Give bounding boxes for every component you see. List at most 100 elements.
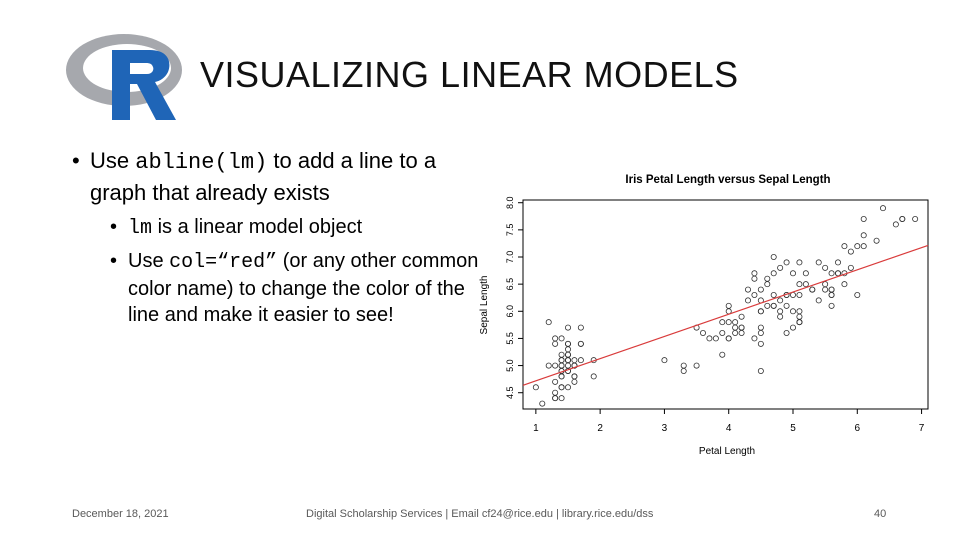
x-axis-label: Petal Length <box>699 446 755 457</box>
r-logo <box>66 34 182 120</box>
data-point <box>719 351 726 358</box>
data-point <box>577 357 584 364</box>
data-point <box>532 384 539 391</box>
data-point <box>751 291 758 298</box>
data-point <box>558 384 565 391</box>
data-point <box>552 378 559 385</box>
data-point <box>777 264 784 271</box>
data-point <box>796 291 803 298</box>
data-point <box>732 324 739 331</box>
bullet-dot: • <box>110 216 118 238</box>
data-point <box>571 357 578 364</box>
data-point <box>725 335 732 342</box>
x-tick-label: 2 <box>597 423 603 434</box>
logo-r-letter <box>112 50 176 120</box>
data-point <box>558 357 565 364</box>
data-point <box>828 270 835 277</box>
data-point <box>764 302 771 309</box>
data-point <box>783 329 790 336</box>
data-point <box>558 362 565 369</box>
bullet-text: Use <box>128 250 170 272</box>
data-point <box>834 270 841 277</box>
scatter-chart: Iris Petal Length versus Sepal Length 1 2… <box>479 174 929 457</box>
footer-organization: Digital Scholarship Services | Email cf2… <box>306 508 654 520</box>
data-point <box>847 248 854 255</box>
data-point <box>815 259 822 266</box>
data-point <box>565 346 572 353</box>
data-point <box>777 297 784 304</box>
bullet-col-red: • Use col=“red” (or any other common col… <box>72 248 482 328</box>
data-point <box>565 351 572 358</box>
data-point <box>558 373 565 380</box>
data-point <box>770 291 777 298</box>
data-point <box>777 308 784 315</box>
data-point <box>841 243 848 250</box>
data-point <box>757 367 764 374</box>
x-tick-label: 3 <box>662 423 668 434</box>
bullet-code: col=“red” <box>169 251 278 274</box>
x-tick-label: 4 <box>726 423 732 434</box>
data-point <box>822 286 829 293</box>
bullet-code: lm <box>128 217 153 240</box>
data-point <box>661 357 668 364</box>
bullet-lm-object: • lm is a linear model object <box>72 214 482 242</box>
data-point <box>802 270 809 277</box>
data-point <box>757 324 764 331</box>
data-point <box>764 275 771 282</box>
bullet-abline: • Use abline(lm) to add a line to a grap… <box>72 146 482 208</box>
data-point <box>796 308 803 315</box>
x-tick-label: 1 <box>533 423 539 434</box>
data-point <box>571 378 578 385</box>
data-point <box>777 313 784 320</box>
data-point <box>565 384 572 391</box>
data-point <box>860 243 867 250</box>
footer-date: December 18, 2021 <box>72 508 169 520</box>
data-point <box>552 389 559 396</box>
data-point <box>789 270 796 277</box>
data-point <box>912 216 919 223</box>
data-point <box>892 221 899 228</box>
data-point <box>552 395 559 402</box>
data-point <box>545 319 552 326</box>
data-point <box>783 302 790 309</box>
bullet-text: to add a line to a graph that already ex… <box>90 148 437 205</box>
data-point <box>751 335 758 342</box>
data-point <box>732 329 739 336</box>
y-tick-label: 8.0 <box>505 196 515 209</box>
data-point <box>565 324 572 331</box>
data-point <box>828 286 835 293</box>
data-point <box>539 400 546 407</box>
y-axis: 4.5 5.0 5.5 6.0 6.5 7.0 7.5 8.0 <box>505 196 523 399</box>
data-point <box>738 329 745 336</box>
data-point <box>847 264 854 271</box>
bullet-text: Use <box>90 148 136 173</box>
data-point <box>828 291 835 298</box>
bullet-dot: • <box>110 250 118 272</box>
data-point <box>552 340 559 347</box>
data-point <box>558 351 565 358</box>
data-point <box>565 362 572 369</box>
data-point <box>577 340 584 347</box>
x-tick-label: 5 <box>790 423 796 434</box>
data-point <box>899 216 906 223</box>
x-tick-label: 6 <box>855 423 861 434</box>
data-point <box>796 319 803 326</box>
data-point <box>841 281 848 288</box>
data-point <box>796 259 803 266</box>
data-point <box>552 362 559 369</box>
data-point <box>757 308 764 315</box>
y-tick-label: 7.5 <box>505 224 515 237</box>
data-point <box>789 308 796 315</box>
data-point <box>860 216 867 223</box>
data-point <box>706 335 713 342</box>
data-point <box>719 319 726 326</box>
data-point <box>802 281 809 288</box>
data-point <box>545 362 552 369</box>
y-axis-label: Sepal Length <box>479 276 490 335</box>
data-point <box>796 281 803 288</box>
data-point <box>789 324 796 331</box>
y-tick-label: 6.0 <box>505 305 515 318</box>
bullet-list: • Use abline(lm) to add a line to a grap… <box>72 146 482 328</box>
data-point <box>744 286 751 293</box>
data-point <box>719 329 726 336</box>
